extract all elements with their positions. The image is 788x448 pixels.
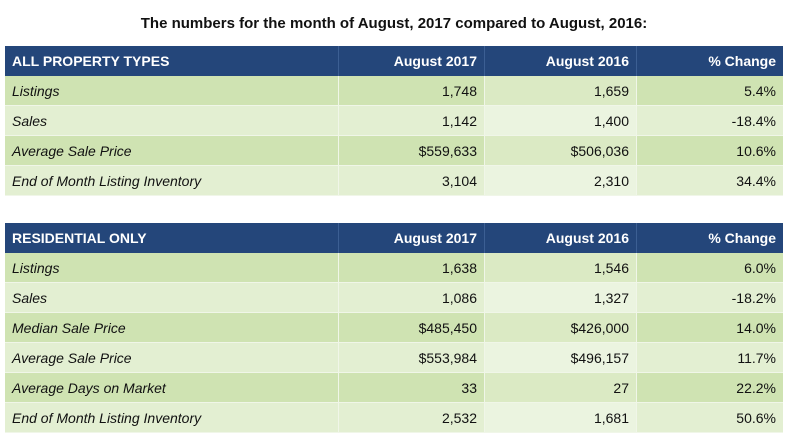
cell-august-2017: 2,532 [339, 403, 485, 433]
cell-august-2017: $485,450 [339, 313, 485, 343]
table-row: Median Sale Price $485,450 $426,000 14.0… [5, 313, 783, 343]
cell-august-2016: $426,000 [485, 313, 637, 343]
cell-august-2016: $496,157 [485, 343, 637, 373]
row-label: End of Month Listing Inventory [5, 403, 339, 433]
cell-august-2017: 3,104 [339, 166, 485, 196]
cell-percent-change: 50.6% [637, 403, 783, 433]
cell-percent-change: -18.4% [637, 106, 783, 136]
cell-august-2016: 1,546 [485, 253, 637, 283]
cell-percent-change: 5.4% [637, 76, 783, 106]
table-row: Listings 1,748 1,659 5.4% [5, 76, 783, 106]
header-percent-change: % Change [637, 46, 783, 76]
row-label: End of Month Listing Inventory [5, 166, 339, 196]
cell-august-2017: 33 [339, 373, 485, 403]
table-row: Sales 1,142 1,400 -18.4% [5, 106, 783, 136]
row-label: Sales [5, 283, 339, 313]
cell-august-2016: 1,681 [485, 403, 637, 433]
row-label: Average Days on Market [5, 373, 339, 403]
row-label: Average Sale Price [5, 343, 339, 373]
row-label: Median Sale Price [5, 313, 339, 343]
cell-august-2017: $553,984 [339, 343, 485, 373]
cell-percent-change: 22.2% [637, 373, 783, 403]
cell-august-2016: 1,659 [485, 76, 637, 106]
header-august-2016: August 2016 [485, 46, 637, 76]
cell-august-2017: 1,638 [339, 253, 485, 283]
header-august-2016: August 2016 [485, 223, 637, 253]
header-percent-change: % Change [637, 223, 783, 253]
header-august-2017: August 2017 [339, 46, 485, 76]
cell-august-2016: $506,036 [485, 136, 637, 166]
page-title: The numbers for the month of August, 201… [140, 15, 648, 32]
all-property-types-table: ALL PROPERTY TYPES August 2017 August 20… [5, 46, 783, 196]
row-label: Average Sale Price [5, 136, 339, 166]
row-label: Sales [5, 106, 339, 136]
table-row: End of Month Listing Inventory 2,532 1,6… [5, 403, 783, 433]
table-row: End of Month Listing Inventory 3,104 2,3… [5, 166, 783, 196]
cell-august-2017: 1,748 [339, 76, 485, 106]
header-category: RESIDENTIAL ONLY [5, 223, 339, 253]
cell-august-2017: 1,086 [339, 283, 485, 313]
cell-percent-change: -18.2% [637, 283, 783, 313]
cell-august-2017: 1,142 [339, 106, 485, 136]
cell-percent-change: 14.0% [637, 313, 783, 343]
cell-august-2016: 1,327 [485, 283, 637, 313]
table-row: Average Sale Price $559,633 $506,036 10.… [5, 136, 783, 166]
cell-august-2017: $559,633 [339, 136, 485, 166]
table-row: Sales 1,086 1,327 -18.2% [5, 283, 783, 313]
header-category: ALL PROPERTY TYPES [5, 46, 339, 76]
cell-percent-change: 6.0% [637, 253, 783, 283]
cell-august-2016: 2,310 [485, 166, 637, 196]
cell-august-2016: 27 [485, 373, 637, 403]
row-label: Listings [5, 76, 339, 106]
cell-percent-change: 34.4% [637, 166, 783, 196]
table-header-row: RESIDENTIAL ONLY August 2017 August 2016… [5, 223, 783, 253]
cell-percent-change: 10.6% [637, 136, 783, 166]
cell-percent-change: 11.7% [637, 343, 783, 373]
table-row: Listings 1,638 1,546 6.0% [5, 253, 783, 283]
residential-only-table: RESIDENTIAL ONLY August 2017 August 2016… [5, 223, 783, 433]
table-row: Average Days on Market 33 27 22.2% [5, 373, 783, 403]
table-header-row: ALL PROPERTY TYPES August 2017 August 20… [5, 46, 783, 76]
header-august-2017: August 2017 [339, 223, 485, 253]
cell-august-2016: 1,400 [485, 106, 637, 136]
row-label: Listings [5, 253, 339, 283]
table-row: Average Sale Price $553,984 $496,157 11.… [5, 343, 783, 373]
